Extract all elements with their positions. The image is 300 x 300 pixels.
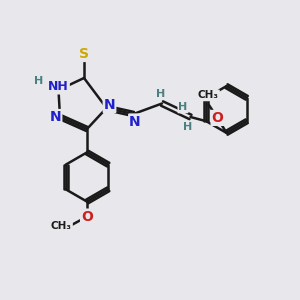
Text: O: O bbox=[81, 210, 93, 224]
Text: CH₃: CH₃ bbox=[51, 220, 72, 231]
Text: CH₃: CH₃ bbox=[198, 90, 219, 100]
Text: N: N bbox=[129, 115, 141, 128]
Text: H: H bbox=[178, 102, 188, 112]
Text: H: H bbox=[34, 76, 43, 86]
Text: S: S bbox=[79, 47, 89, 61]
Text: NH: NH bbox=[48, 80, 69, 94]
Text: H: H bbox=[183, 122, 192, 133]
Text: N: N bbox=[104, 98, 115, 112]
Text: H: H bbox=[156, 89, 165, 99]
Text: N: N bbox=[50, 110, 61, 124]
Text: O: O bbox=[212, 111, 224, 125]
